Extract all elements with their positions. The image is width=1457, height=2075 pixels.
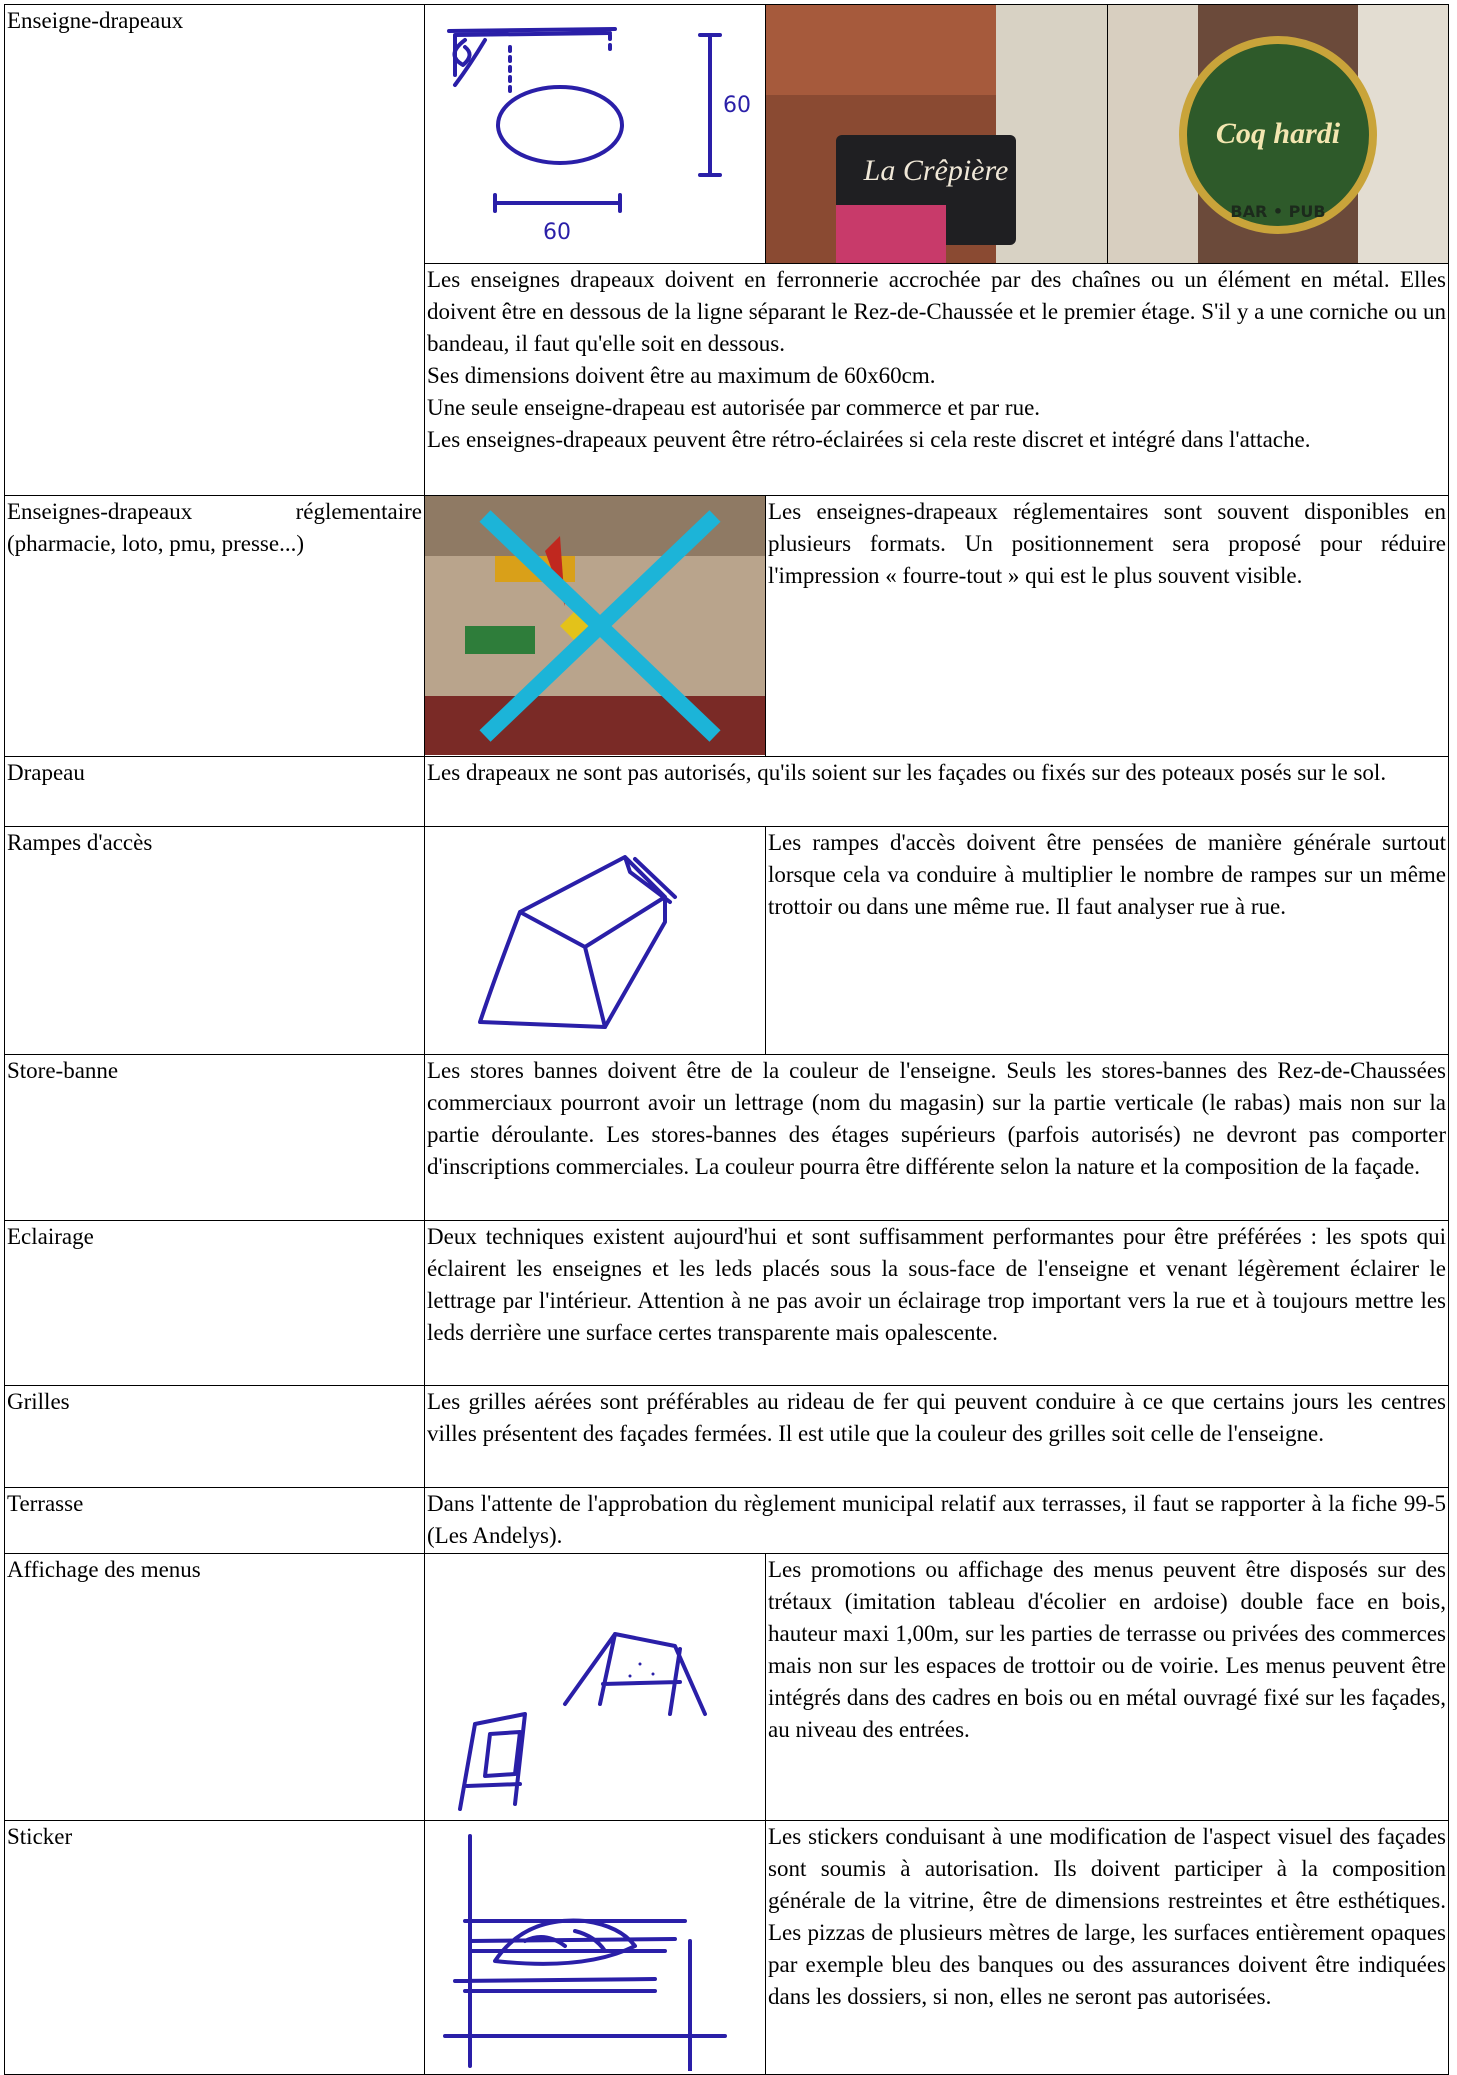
text: Les stores bannes doivent être de la cou… (427, 1058, 1446, 1179)
text-cell: Les rampes d'accès doivent être pensées … (765, 826, 1449, 1055)
text: Dans l'attente de l'approbation du règle… (427, 1491, 1446, 1548)
label: Affichage des menus (7, 1557, 201, 1582)
image-cell (424, 1553, 766, 1821)
sketch-drawing (458, 1632, 707, 1811)
label-cell: Rampes d'accès (4, 826, 425, 1055)
text-cell: Les promotions ou affichage des menus pe… (765, 1553, 1449, 1821)
sketch-drawing (443, 1834, 727, 2071)
row: Affichage des menus Les promotions ou af… (4, 1553, 1449, 1821)
label-cell: Drapeau (4, 756, 425, 827)
text: Les grilles aérées sont préférables au r… (427, 1389, 1446, 1446)
sketch-drawing (478, 855, 677, 1029)
image-cell: 60 60 La Crêpière (424, 4, 1449, 264)
label: Store-banne (7, 1058, 119, 1083)
image-cell (424, 826, 766, 1055)
sketch-drawing: 60 60 (447, 27, 751, 245)
dimension-label: 60 (723, 93, 751, 118)
label: Terrasse (7, 1491, 84, 1516)
paragraph: Les enseignes-drapeaux peuvent être rétr… (427, 427, 1311, 452)
text-cell: Les stores bannes doivent être de la cou… (424, 1054, 1449, 1221)
text: Les drapeaux ne sont pas autorisés, qu'i… (427, 760, 1387, 785)
text-cell: Les enseignes-drapeaux réglementaires so… (765, 495, 1449, 757)
text-cell: Dans l'attente de l'approbation du règle… (424, 1487, 1449, 1554)
sign-text: BAR • PUB (1230, 202, 1325, 221)
sign-text: Coq hardi (1216, 117, 1341, 150)
dimension-label: 60 (543, 220, 571, 245)
text-cell: Les drapeaux ne sont pas autorisés, qu'i… (424, 756, 1449, 827)
sketch: 60 60 (426, 5, 767, 263)
label: Grilles (7, 1389, 70, 1414)
photo-drawing: Coq hardi BAR • PUB (1107, 5, 1448, 263)
regulation-table: Enseigne-drapeaux 60 60 (4, 4, 1449, 2075)
row: Drapeau Les drapeaux ne sont pas autoris… (4, 756, 1449, 827)
paragraph: Une seule enseigne-drapeau est autorisée… (427, 395, 1041, 420)
row: Enseignes-drapeaux réglementaire (pharma… (4, 495, 1449, 757)
text: Les rampes d'accès doivent être pensées … (768, 830, 1446, 919)
text-cell: Les stickers conduisant à une modificati… (765, 1820, 1449, 2075)
text: Les stickers conduisant à une modificati… (768, 1824, 1446, 2009)
label-cell: Sticker (4, 1820, 425, 2075)
photo-drawing: La Crêpière (766, 5, 1107, 263)
label-cell: Enseigne-drapeaux (4, 4, 425, 496)
label-cell: Eclairage (4, 1220, 425, 1386)
label: Rampes d'accès (7, 830, 153, 855)
paragraph: Ses dimensions doivent être au maximum d… (427, 363, 936, 388)
label-cell: Store-banne (4, 1054, 425, 1221)
row: Sticker Les stickers conduisant à une mo… (4, 1820, 1449, 2075)
label: Sticker (7, 1824, 73, 1849)
text: Deux techniques existent aujourd'hui et … (427, 1224, 1446, 1345)
text: Les enseignes-drapeaux réglementaires so… (768, 499, 1446, 588)
row: Grilles Les grilles aérées sont préférab… (4, 1385, 1449, 1488)
paragraph: Les enseignes drapeaux doivent en ferron… (427, 267, 1446, 356)
photo: Coq hardi BAR • PUB (1107, 5, 1448, 263)
row: Store-banne Les stores bannes doivent êt… (4, 1054, 1449, 1221)
text-cell: Deux techniques existent aujourd'hui et … (424, 1220, 1449, 1386)
image-cell (424, 495, 766, 757)
photo-drawing (425, 496, 765, 755)
row: Les enseignes drapeaux doivent en ferron… (5, 263, 1449, 496)
image-cell (424, 1820, 766, 2075)
label-cell: Enseignes-drapeaux réglementaire (pharma… (4, 495, 425, 757)
label-cell: Terrasse (4, 1487, 425, 1554)
photo: La Crêpière (766, 5, 1108, 263)
row: Rampes d'accès Les rampes d'accès doiven… (4, 826, 1449, 1055)
row: Eclairage Deux techniques existent aujou… (4, 1220, 1449, 1386)
sign-text: La Crêpière (863, 154, 1009, 187)
row: Terrasse Dans l'attente de l'approbation… (4, 1487, 1449, 1554)
row: Enseigne-drapeaux 60 60 (4, 4, 1449, 496)
label-cell: Affichage des menus (4, 1553, 425, 1821)
label: Enseignes-drapeaux réglementaire (pharma… (7, 499, 422, 556)
label-cell: Grilles (4, 1385, 425, 1488)
label: Eclairage (7, 1224, 94, 1249)
label: Enseigne-drapeaux (7, 8, 184, 33)
text-cell: Les enseignes drapeaux doivent en ferron… (424, 263, 1449, 496)
text-cell: Les grilles aérées sont préférables au r… (424, 1385, 1449, 1488)
label: Drapeau (7, 760, 85, 785)
text: Les promotions ou affichage des menus pe… (768, 1557, 1446, 1742)
